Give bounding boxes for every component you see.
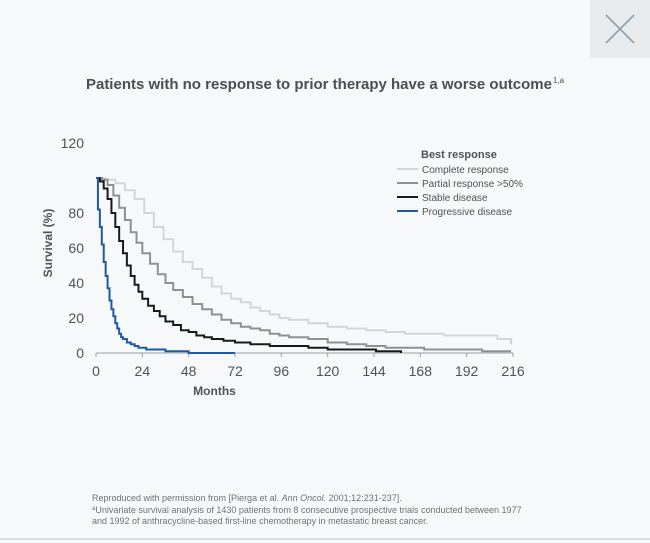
y-tick-label: 80 (68, 205, 84, 221)
chart-legend: Best response Complete response Partial re… (397, 149, 523, 218)
citation-suffix: 2001;12:231-237]. (328, 493, 402, 503)
footnote-marker: a (92, 506, 96, 512)
x-tick-label: 24 (135, 363, 151, 379)
x-tick-label: 216 (501, 363, 525, 379)
series-line-2 (96, 177, 512, 353)
x-axis-label: Months (193, 384, 236, 398)
legend-label: Complete response (422, 165, 509, 176)
chart-title-footnote-marker: 1,a (552, 76, 565, 85)
x-tick-label: 96 (274, 363, 290, 379)
footnote-line-2: and 1992 of anthracycline-based first-li… (92, 516, 429, 526)
x-tick-label: 192 (455, 363, 479, 379)
chart-footer: Reproduced with permission from [Pierga … (92, 493, 562, 527)
y-tick-label: 0 (76, 345, 84, 361)
y-tick-label: 40 (68, 275, 84, 291)
y-tick-label: 60 (68, 240, 84, 256)
chart-title: Patients with no response to prior thera… (0, 76, 650, 93)
citation-prefix: Reproduced with permission from [Pierga … (92, 493, 280, 503)
footnote: aUnivariate survival analysis of 1430 pa… (92, 504, 562, 527)
series-line-1 (96, 177, 513, 345)
close-button[interactable] (590, 0, 650, 58)
legend-title: Best response (421, 149, 497, 161)
y-axis-label: Survival (%) (41, 209, 55, 278)
chart-series (96, 177, 513, 354)
x-tick-label: 120 (316, 363, 340, 379)
x-tick-label: 144 (362, 363, 386, 379)
series-line-3 (96, 177, 403, 353)
x-tick-label: 168 (409, 363, 433, 379)
footnote-line-1: Univariate survival analysis of 1430 pat… (95, 505, 522, 515)
y-tick-label: 20 (68, 310, 84, 326)
x-tick-label: 0 (92, 363, 100, 379)
chart-title-text: Patients with no response to prior thera… (85, 76, 552, 93)
y-tick-label: 120 (61, 135, 85, 151)
citation-journal: Ann Oncol. (281, 493, 327, 503)
legend-label: Progressive disease (422, 207, 512, 218)
series-line-4 (96, 177, 235, 354)
chart-axes: 0 24 48 72 96 120 144 168 192 216 0 20 40 60 80 120 Mont… (41, 135, 525, 398)
legend-label: Partial response >50% (422, 179, 523, 190)
legend-label: Stable disease (422, 193, 488, 204)
x-tick-label: 48 (181, 363, 197, 379)
source-citation: Reproduced with permission from [Pierga … (92, 493, 562, 504)
x-tick-label: 72 (227, 363, 243, 379)
close-icon (605, 14, 635, 44)
